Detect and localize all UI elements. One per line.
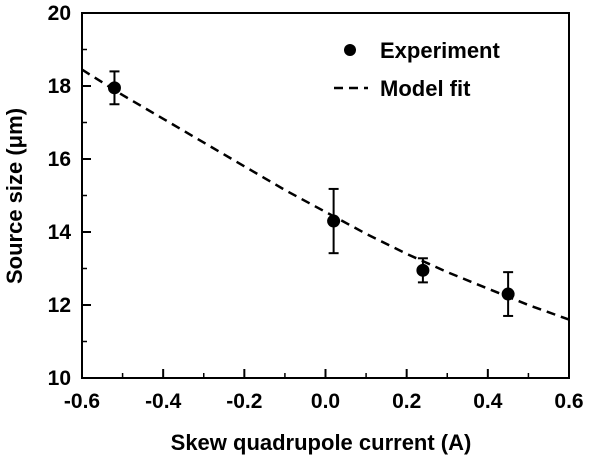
x-tick-label: -0.6: [64, 390, 100, 413]
model-fit-line: [81, 68, 570, 321]
y-tick-label: 20: [48, 2, 71, 25]
y-tick-label: 18: [48, 75, 72, 98]
x-tick-label: 0.0: [311, 390, 340, 413]
x-tick-label: -0.4: [145, 390, 182, 413]
y-tick-label: 10: [48, 367, 71, 390]
model-fit-group: [81, 68, 570, 321]
data-point: [107, 81, 121, 95]
x-tick-label: 0.6: [554, 390, 583, 413]
x-axis-title: Skew quadrupole current (A): [171, 430, 472, 455]
ticks-group: -0.6 -0.4 -0.2 0.0 0.2 0.4 0.6 10 12 14 16 18 20: [48, 2, 584, 413]
data-point: [501, 287, 515, 301]
plot-frame: [81, 12, 570, 379]
legend: Experiment Model fit: [334, 38, 500, 101]
y-tick-label: 14: [48, 221, 72, 244]
x-tick-label: 0.4: [473, 390, 503, 413]
experiment-points-group: [107, 70, 515, 317]
x-tick-label: -0.2: [226, 390, 262, 413]
legend-label-model-fit: Model fit: [380, 76, 471, 101]
data-point: [327, 214, 341, 228]
legend-marker-experiment: [344, 44, 356, 56]
y-tick-label: 16: [48, 148, 71, 171]
plot-frame-group: [81, 12, 570, 379]
legend-label-experiment: Experiment: [380, 38, 500, 63]
y-tick-label: 12: [48, 294, 71, 317]
y-axis-title: Source size (μm): [2, 108, 27, 284]
data-point: [416, 263, 430, 277]
x-tick-label: 0.2: [392, 390, 421, 413]
